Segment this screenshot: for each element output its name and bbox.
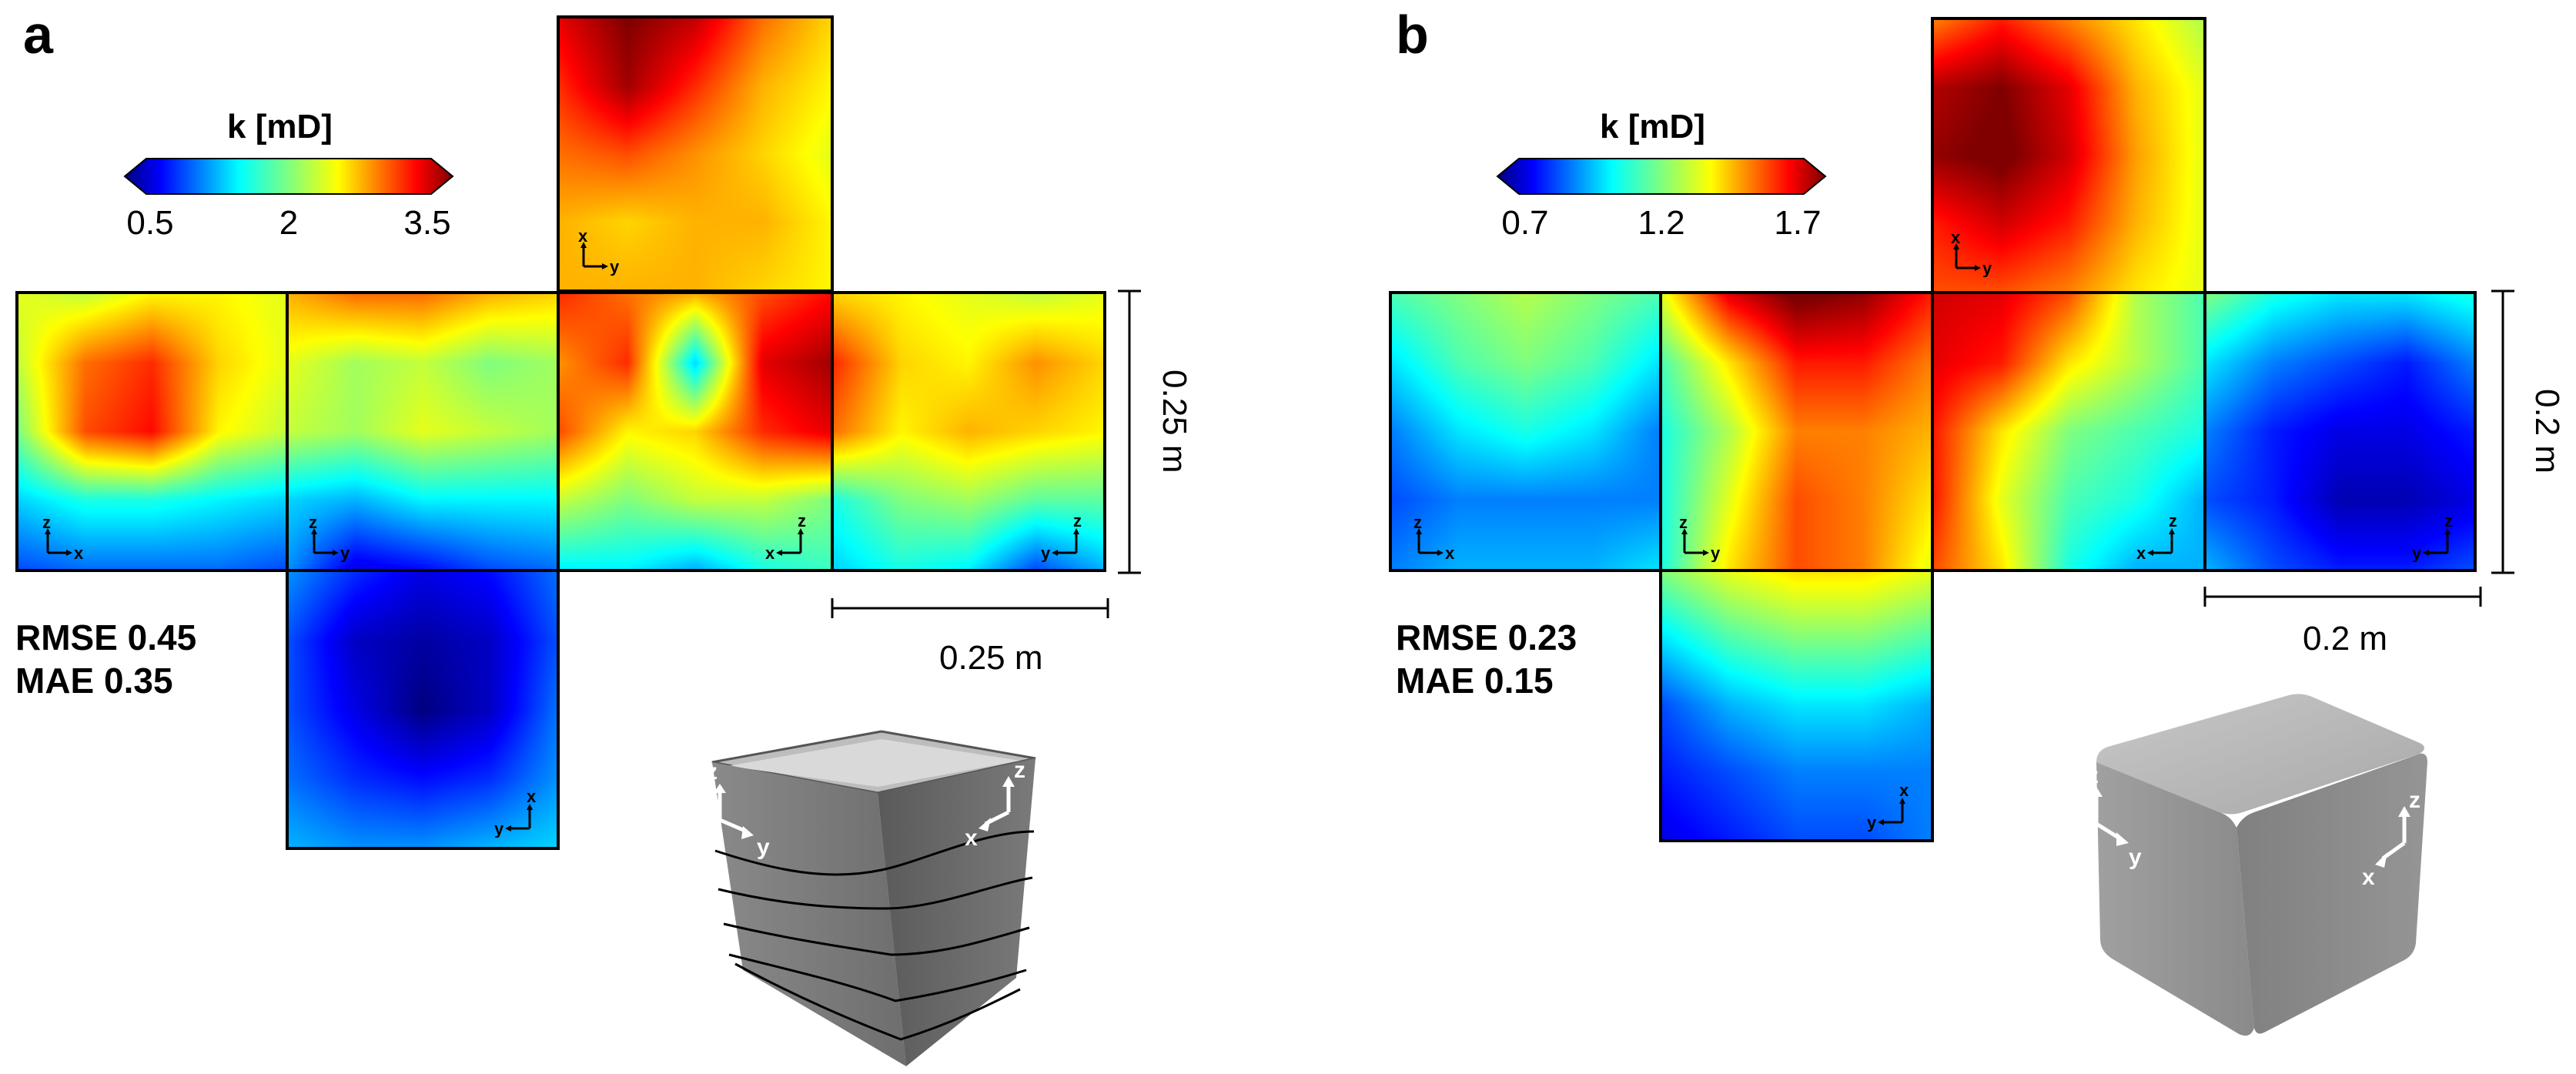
axes-label: x bbox=[1951, 231, 1961, 247]
face-front bbox=[1659, 291, 1934, 572]
scale-label-horizontal: 0.2 m bbox=[2303, 620, 2388, 657]
axes-label: y bbox=[1867, 813, 1877, 831]
scale-bar-vertical bbox=[2491, 289, 2514, 574]
axes-label: z bbox=[309, 516, 317, 532]
colorbar-tick-max: 1.7 bbox=[1774, 204, 1822, 242]
face-top bbox=[557, 15, 834, 293]
axes-label: y bbox=[2412, 544, 2422, 562]
scale-label-vertical: 0.2 m bbox=[2528, 389, 2566, 474]
heatmap-face-bottom bbox=[1662, 572, 1931, 839]
photo-axis-label: z bbox=[2409, 788, 2420, 813]
axes-icon: x y bbox=[494, 791, 537, 838]
colorbar-tick-max: 3.5 bbox=[403, 204, 451, 242]
face-front bbox=[286, 291, 560, 572]
face-bottom bbox=[1659, 569, 1934, 842]
colorbar-title: k [mD] bbox=[1600, 108, 1705, 146]
mae-label: MAE 0.35 bbox=[15, 661, 173, 701]
axes-label: x bbox=[1899, 785, 1909, 800]
photo-axis-label: x bbox=[2362, 865, 2375, 890]
panel-a: a k [mD] 0.5 2 3.5 bbox=[15, 5, 1193, 1066]
rmse-label: RMSE 0.45 bbox=[15, 617, 197, 657]
axes-icon: x y bbox=[1867, 785, 1909, 831]
scale-bar-horizontal bbox=[831, 598, 1109, 618]
heatmap-face-front bbox=[1662, 294, 1931, 569]
colorbar: k [mD] 0.5 2 3.5 bbox=[123, 108, 454, 242]
scale-bar-horizontal bbox=[2203, 587, 2482, 607]
colorbar-title: k [mD] bbox=[227, 108, 333, 146]
photo-axis-label: x bbox=[965, 825, 978, 851]
face-bottom bbox=[286, 569, 560, 850]
colorbar: k [mD] 0.7 1.2 1.7 bbox=[1496, 108, 1827, 242]
axes-icon: z x bbox=[1413, 516, 1455, 562]
axes-label: x bbox=[1445, 544, 1455, 562]
panel-b: b k [mD] 0.7 1.2 1.7 bbox=[1288, 0, 2576, 1074]
colorbar-tick-mid: 2 bbox=[279, 204, 299, 242]
face-left bbox=[1389, 291, 1662, 572]
axes-label: x bbox=[2136, 544, 2146, 562]
face-back bbox=[2203, 291, 2477, 572]
axes-label: y bbox=[1711, 544, 1721, 562]
axes-label: z bbox=[2444, 516, 2453, 530]
sample-cube-photo: z y z x bbox=[706, 730, 1036, 1066]
panel-label: b bbox=[1396, 5, 1429, 65]
heatmap-face-top bbox=[1934, 20, 2203, 291]
scale-label-horizontal: 0.25 m bbox=[939, 639, 1043, 677]
mae-label: MAE 0.15 bbox=[1396, 661, 1554, 701]
axes-icon: z x bbox=[2136, 516, 2177, 562]
axes-icon: x y bbox=[578, 229, 620, 276]
axes-icon: z y bbox=[1041, 516, 1082, 562]
axes-label: z bbox=[798, 516, 806, 530]
axes-label: y bbox=[610, 257, 620, 276]
photo-axis-label: y bbox=[2129, 845, 2142, 870]
axes-icon: z y bbox=[309, 516, 350, 562]
axes-label: z bbox=[1073, 516, 1082, 530]
sample-cube-photo: z y z x bbox=[2087, 694, 2427, 1036]
axes-label: z bbox=[2169, 516, 2177, 530]
heatmap-face-front bbox=[289, 294, 557, 569]
axes-label: y bbox=[340, 544, 350, 562]
colorbar-gradient bbox=[1496, 158, 1827, 195]
heatmap-face-left bbox=[1392, 294, 1659, 569]
heatmap-face-top bbox=[560, 18, 831, 289]
axes-icon: z x bbox=[765, 516, 806, 562]
photo-axis-label: z bbox=[706, 759, 718, 785]
face-top bbox=[1931, 17, 2206, 294]
axes-label: y bbox=[1982, 259, 1992, 277]
heatmap-face-back bbox=[834, 294, 1103, 569]
heatmap-face-bottom bbox=[289, 572, 557, 847]
axes-label: y bbox=[494, 819, 504, 838]
axes-icon: x y bbox=[1951, 231, 1992, 277]
face-right bbox=[1931, 291, 2206, 572]
axes-label: x bbox=[74, 544, 84, 562]
photo-axis-label: z bbox=[2087, 763, 2099, 788]
face-back bbox=[831, 291, 1106, 572]
error-metrics: RMSE 0.23 MAE 0.15 bbox=[1396, 616, 1577, 702]
heatmap-face-right bbox=[560, 294, 831, 569]
colorbar-tick-min: 0.5 bbox=[126, 204, 174, 242]
axes-label: x bbox=[765, 544, 775, 562]
photo-axis-label: z bbox=[1014, 758, 1025, 783]
scale-label-vertical: 0.25 m bbox=[1156, 370, 1193, 473]
axes-icon: z y bbox=[2412, 516, 2453, 562]
heatmap-face-left bbox=[18, 294, 286, 569]
heatmap-face-back bbox=[2206, 294, 2474, 569]
face-left bbox=[15, 291, 289, 572]
axes-label: z bbox=[1413, 516, 1422, 532]
photo-axis-label: y bbox=[757, 835, 770, 860]
panel-label: a bbox=[23, 5, 53, 65]
axes-icon: z y bbox=[1679, 516, 1721, 562]
colorbar-gradient bbox=[123, 158, 454, 195]
rmse-label: RMSE 0.23 bbox=[1396, 617, 1577, 657]
axes-label: y bbox=[1041, 544, 1051, 562]
error-metrics: RMSE 0.45 MAE 0.35 bbox=[15, 616, 196, 702]
axes-label: x bbox=[578, 229, 588, 246]
axes-icon: z x bbox=[42, 516, 84, 562]
heatmap-face-right bbox=[1934, 294, 2203, 569]
colorbar-tick-mid: 1.2 bbox=[1638, 204, 1685, 242]
axes-label: z bbox=[1679, 516, 1688, 532]
scale-bar-vertical bbox=[1118, 289, 1141, 574]
axes-label: x bbox=[527, 791, 537, 806]
colorbar-tick-min: 0.7 bbox=[1501, 204, 1549, 242]
axes-label: z bbox=[42, 516, 51, 532]
